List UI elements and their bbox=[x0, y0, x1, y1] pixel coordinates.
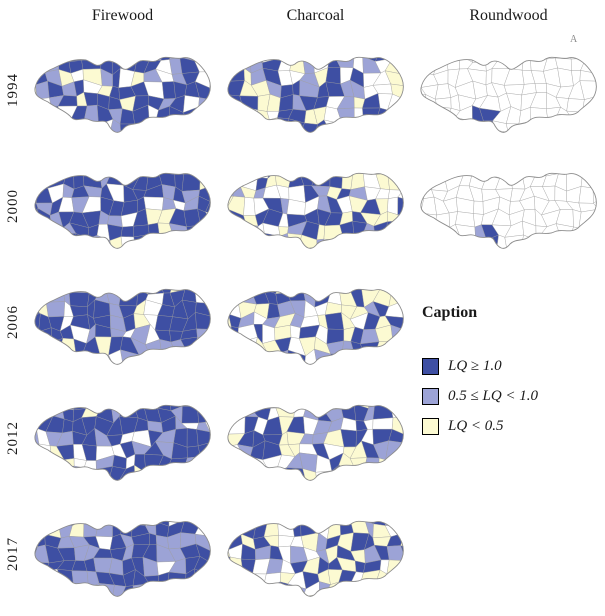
legend-item-lq-mid: 0.5 ≤ LQ < 1.0 bbox=[422, 388, 605, 405]
map-charcoal-2006 bbox=[219, 264, 412, 380]
legend-label-lq-mid: 0.5 ≤ LQ < 1.0 bbox=[448, 388, 539, 404]
map-charcoal-2012 bbox=[219, 380, 412, 496]
map-firewood-2000 bbox=[26, 148, 219, 264]
legend-item-lq-high: LQ ≥ 1.0 bbox=[422, 358, 605, 375]
row-label-2006: 2006 bbox=[0, 264, 26, 380]
map-charcoal-1994 bbox=[219, 32, 412, 148]
row-label-2017: 2017 bbox=[0, 496, 26, 612]
legend-swatch-lq-low bbox=[422, 418, 439, 435]
row-label-2000-text: 2000 bbox=[4, 189, 21, 223]
map-charcoal-2000 bbox=[219, 148, 412, 264]
column-header-roundwood: Roundwood bbox=[469, 7, 548, 24]
legend-item-lq-low: LQ < 0.5 bbox=[422, 418, 605, 435]
map-roundwood-1994 bbox=[412, 32, 605, 148]
row-label-2017-text: 2017 bbox=[4, 537, 21, 571]
row-label-1994: 1994 bbox=[0, 32, 26, 148]
legend-swatch-lq-high bbox=[422, 358, 439, 375]
legend-label-lq-high: LQ ≥ 1.0 bbox=[448, 358, 502, 374]
column-header-charcoal: Charcoal bbox=[286, 7, 345, 24]
map-roundwood-2000 bbox=[412, 148, 605, 264]
row-label-1994-text: 1994 bbox=[4, 73, 21, 107]
legend-title: Caption bbox=[422, 304, 478, 321]
map-firewood-2012 bbox=[26, 380, 219, 496]
legend: Caption LQ ≥ 1.0 0.5 ≤ LQ < 1.0 LQ < 0.5 bbox=[412, 264, 605, 496]
row-label-2006-text: 2006 bbox=[4, 305, 21, 339]
row-label-2012: 2012 bbox=[0, 380, 26, 496]
map-firewood-2017 bbox=[26, 496, 219, 612]
legend-label-lq-low: LQ < 0.5 bbox=[448, 418, 504, 434]
row-label-2000: 2000 bbox=[0, 148, 26, 264]
map-firewood-1994 bbox=[26, 32, 219, 148]
row-label-2012-text: 2012 bbox=[4, 421, 21, 455]
legend-swatch-lq-mid bbox=[422, 388, 439, 405]
map-charcoal-2017 bbox=[219, 496, 412, 612]
map-firewood-2006 bbox=[26, 264, 219, 380]
column-header-firewood: Firewood bbox=[91, 7, 154, 24]
annotation-a: A bbox=[570, 34, 578, 45]
